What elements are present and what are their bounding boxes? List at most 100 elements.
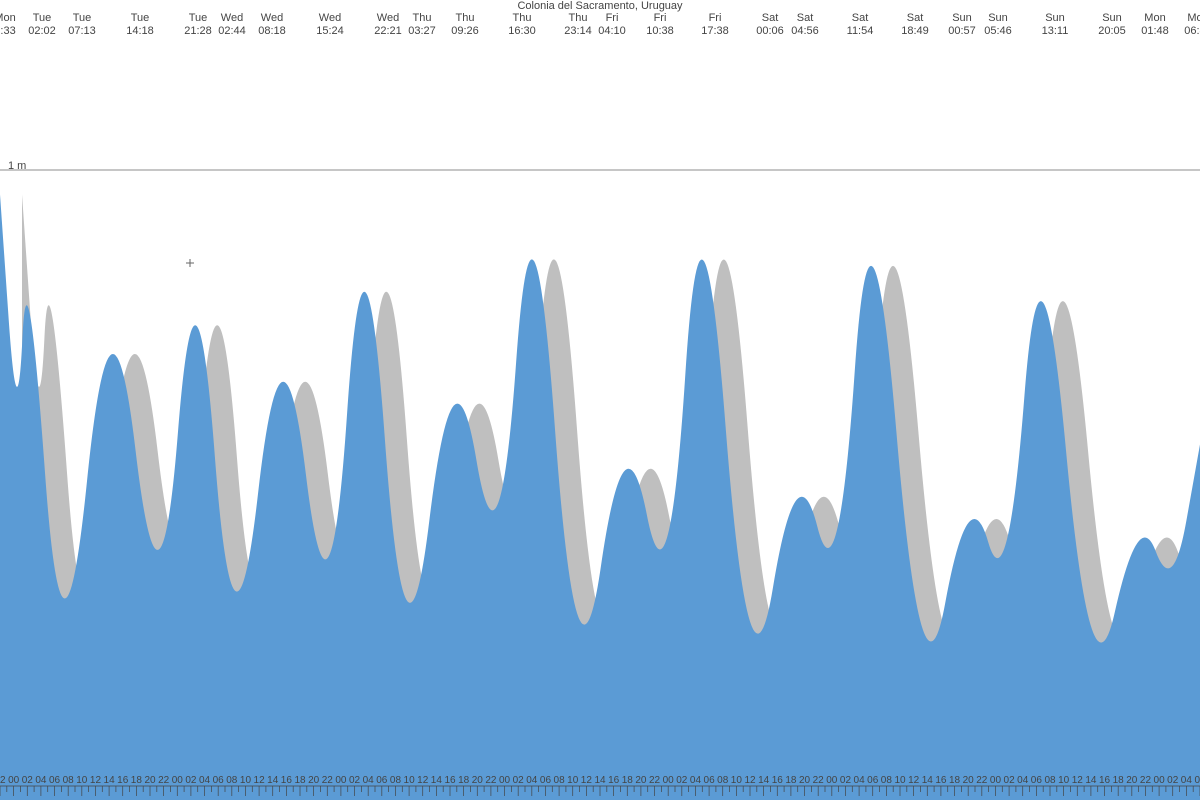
x-tick-label: 18 (949, 775, 960, 786)
top-label-day: Sat (907, 12, 924, 24)
tide-event-label: Sun20:05 (1098, 12, 1126, 38)
x-tick-label: 06 (213, 775, 224, 786)
x-tick-label: 14 (431, 775, 442, 786)
top-label-day: Fri (654, 12, 667, 24)
chart-svg (0, 0, 1200, 800)
x-tick-label: 04 (35, 775, 46, 786)
top-label-time: 00:06 (756, 25, 784, 37)
tide-event-label: Thu23:14 (564, 12, 592, 38)
x-tick-label: 18 (622, 775, 633, 786)
x-tick-label: 00 (990, 775, 1001, 786)
top-label-day: Mon (1144, 12, 1165, 24)
x-tick-label: 00 (335, 775, 346, 786)
x-tick-label: 10 (1058, 775, 1069, 786)
tide-event-label: Sun13:11 (1042, 12, 1069, 38)
x-tick-label: 08 (881, 775, 892, 786)
x-tick-label: 04 (526, 775, 537, 786)
x-tick-label: 20 (1126, 775, 1137, 786)
tide-event-label: Fri10:38 (646, 12, 674, 38)
y-axis-label: 1 m (8, 160, 26, 172)
x-tick-label: 00 (663, 775, 674, 786)
tide-event-label: Sun00:57 (948, 12, 976, 38)
tide-event-label: Fri04:10 (598, 12, 626, 38)
x-tick-label: 10 (567, 775, 578, 786)
top-label-time: 10:38 (646, 25, 674, 37)
x-tick-label: 02 (349, 775, 360, 786)
x-tick-label: 06 (867, 775, 878, 786)
top-label-day: Wed (261, 12, 283, 24)
x-tick-label: 12 (90, 775, 101, 786)
x-tick-label: 02 (513, 775, 524, 786)
x-tick-label: 22 (485, 775, 496, 786)
tide-event-label: Sat04:56 (791, 12, 819, 38)
x-tick-label: 22 (322, 775, 333, 786)
x-tick-label: 18 (785, 775, 796, 786)
x-tick-label: 00 (172, 775, 183, 786)
tide-event-label: Sun05:46 (984, 12, 1012, 38)
top-label-time: 11:54 (847, 25, 874, 37)
x-tick-label: 16 (608, 775, 619, 786)
x-tick-label: 14 (758, 775, 769, 786)
x-tick-label: 14 (922, 775, 933, 786)
top-label-day: Wed (319, 12, 341, 24)
top-label-day: Sat (762, 12, 779, 24)
top-label-time: 08:18 (258, 25, 286, 37)
x-tick-label: 20 (144, 775, 155, 786)
x-tick-label: 10 (240, 775, 251, 786)
top-label-time: 01:48 (1141, 25, 1169, 37)
x-tick-label: 12 (1072, 775, 1083, 786)
x-tick-label: 02 (676, 775, 687, 786)
top-label-time: 16:30 (508, 25, 536, 37)
top-label-day: Tue (33, 12, 52, 24)
top-label-day: Tue (131, 12, 150, 24)
tide-event-label: Sat18:49 (901, 12, 929, 38)
top-label-time: 15:24 (316, 25, 344, 37)
x-tick-label: 00 (499, 775, 510, 786)
tide-event-label: Mon0:33 (0, 12, 16, 38)
x-tick-label: 04 (1017, 775, 1028, 786)
x-tick-label: 12 (417, 775, 428, 786)
top-label-day: Mo (1187, 12, 1200, 24)
x-tick-label: 22 (158, 775, 169, 786)
x-tick-label: 00 (826, 775, 837, 786)
x-tick-label: 04 (1181, 775, 1192, 786)
x-tick-label: 04 (363, 775, 374, 786)
top-label-day: Sun (1102, 12, 1122, 24)
top-label-time: 0:33 (0, 25, 16, 37)
x-tick-label: 22 (1140, 775, 1151, 786)
x-tick-label: 16 (772, 775, 783, 786)
top-label-time: 13:11 (1042, 25, 1069, 37)
x-tick-label: 18 (131, 775, 142, 786)
top-label-day: Wed (377, 12, 399, 24)
x-tick-label: 16 (444, 775, 455, 786)
x-tick-label: 16 (935, 775, 946, 786)
x-tick-label: 08 (717, 775, 728, 786)
tide-event-label: Tue14:18 (126, 12, 154, 38)
tide-event-label: Thu09:26 (451, 12, 479, 38)
x-tick-label: 06 (1031, 775, 1042, 786)
top-label-time: 21:28 (184, 25, 212, 37)
x-tick-label: 06 (540, 775, 551, 786)
top-label-day: Sun (988, 12, 1008, 24)
top-label-day: Thu (456, 12, 475, 24)
tide-event-label: Tue21:28 (184, 12, 212, 38)
top-label-day: Fri (709, 12, 722, 24)
top-label-day: Mon (0, 12, 16, 24)
tide-chart: Colonia del Sacramento, Uruguay 22000204… (0, 0, 1200, 800)
tide-event-label: Mon01:48 (1141, 12, 1169, 38)
tide-event-label: Thu16:30 (508, 12, 536, 38)
top-label-time: 18:49 (901, 25, 929, 37)
tide-event-label: Tue02:02 (28, 12, 56, 38)
x-tick-label: 16 (281, 775, 292, 786)
x-tick-label: 22 (813, 775, 824, 786)
x-tick-label: 02 (840, 775, 851, 786)
x-tick-label: 20 (963, 775, 974, 786)
tide-event-label: Wed02:44 (218, 12, 246, 38)
top-label-time: 06:4 (1184, 25, 1200, 37)
top-label-time: 07:13 (68, 25, 96, 37)
tide-event-label: Wed15:24 (316, 12, 344, 38)
x-tick-label: 04 (690, 775, 701, 786)
top-label-day: Thu (569, 12, 588, 24)
x-tick-label: 14 (104, 775, 115, 786)
x-tick-label: 06 (49, 775, 60, 786)
